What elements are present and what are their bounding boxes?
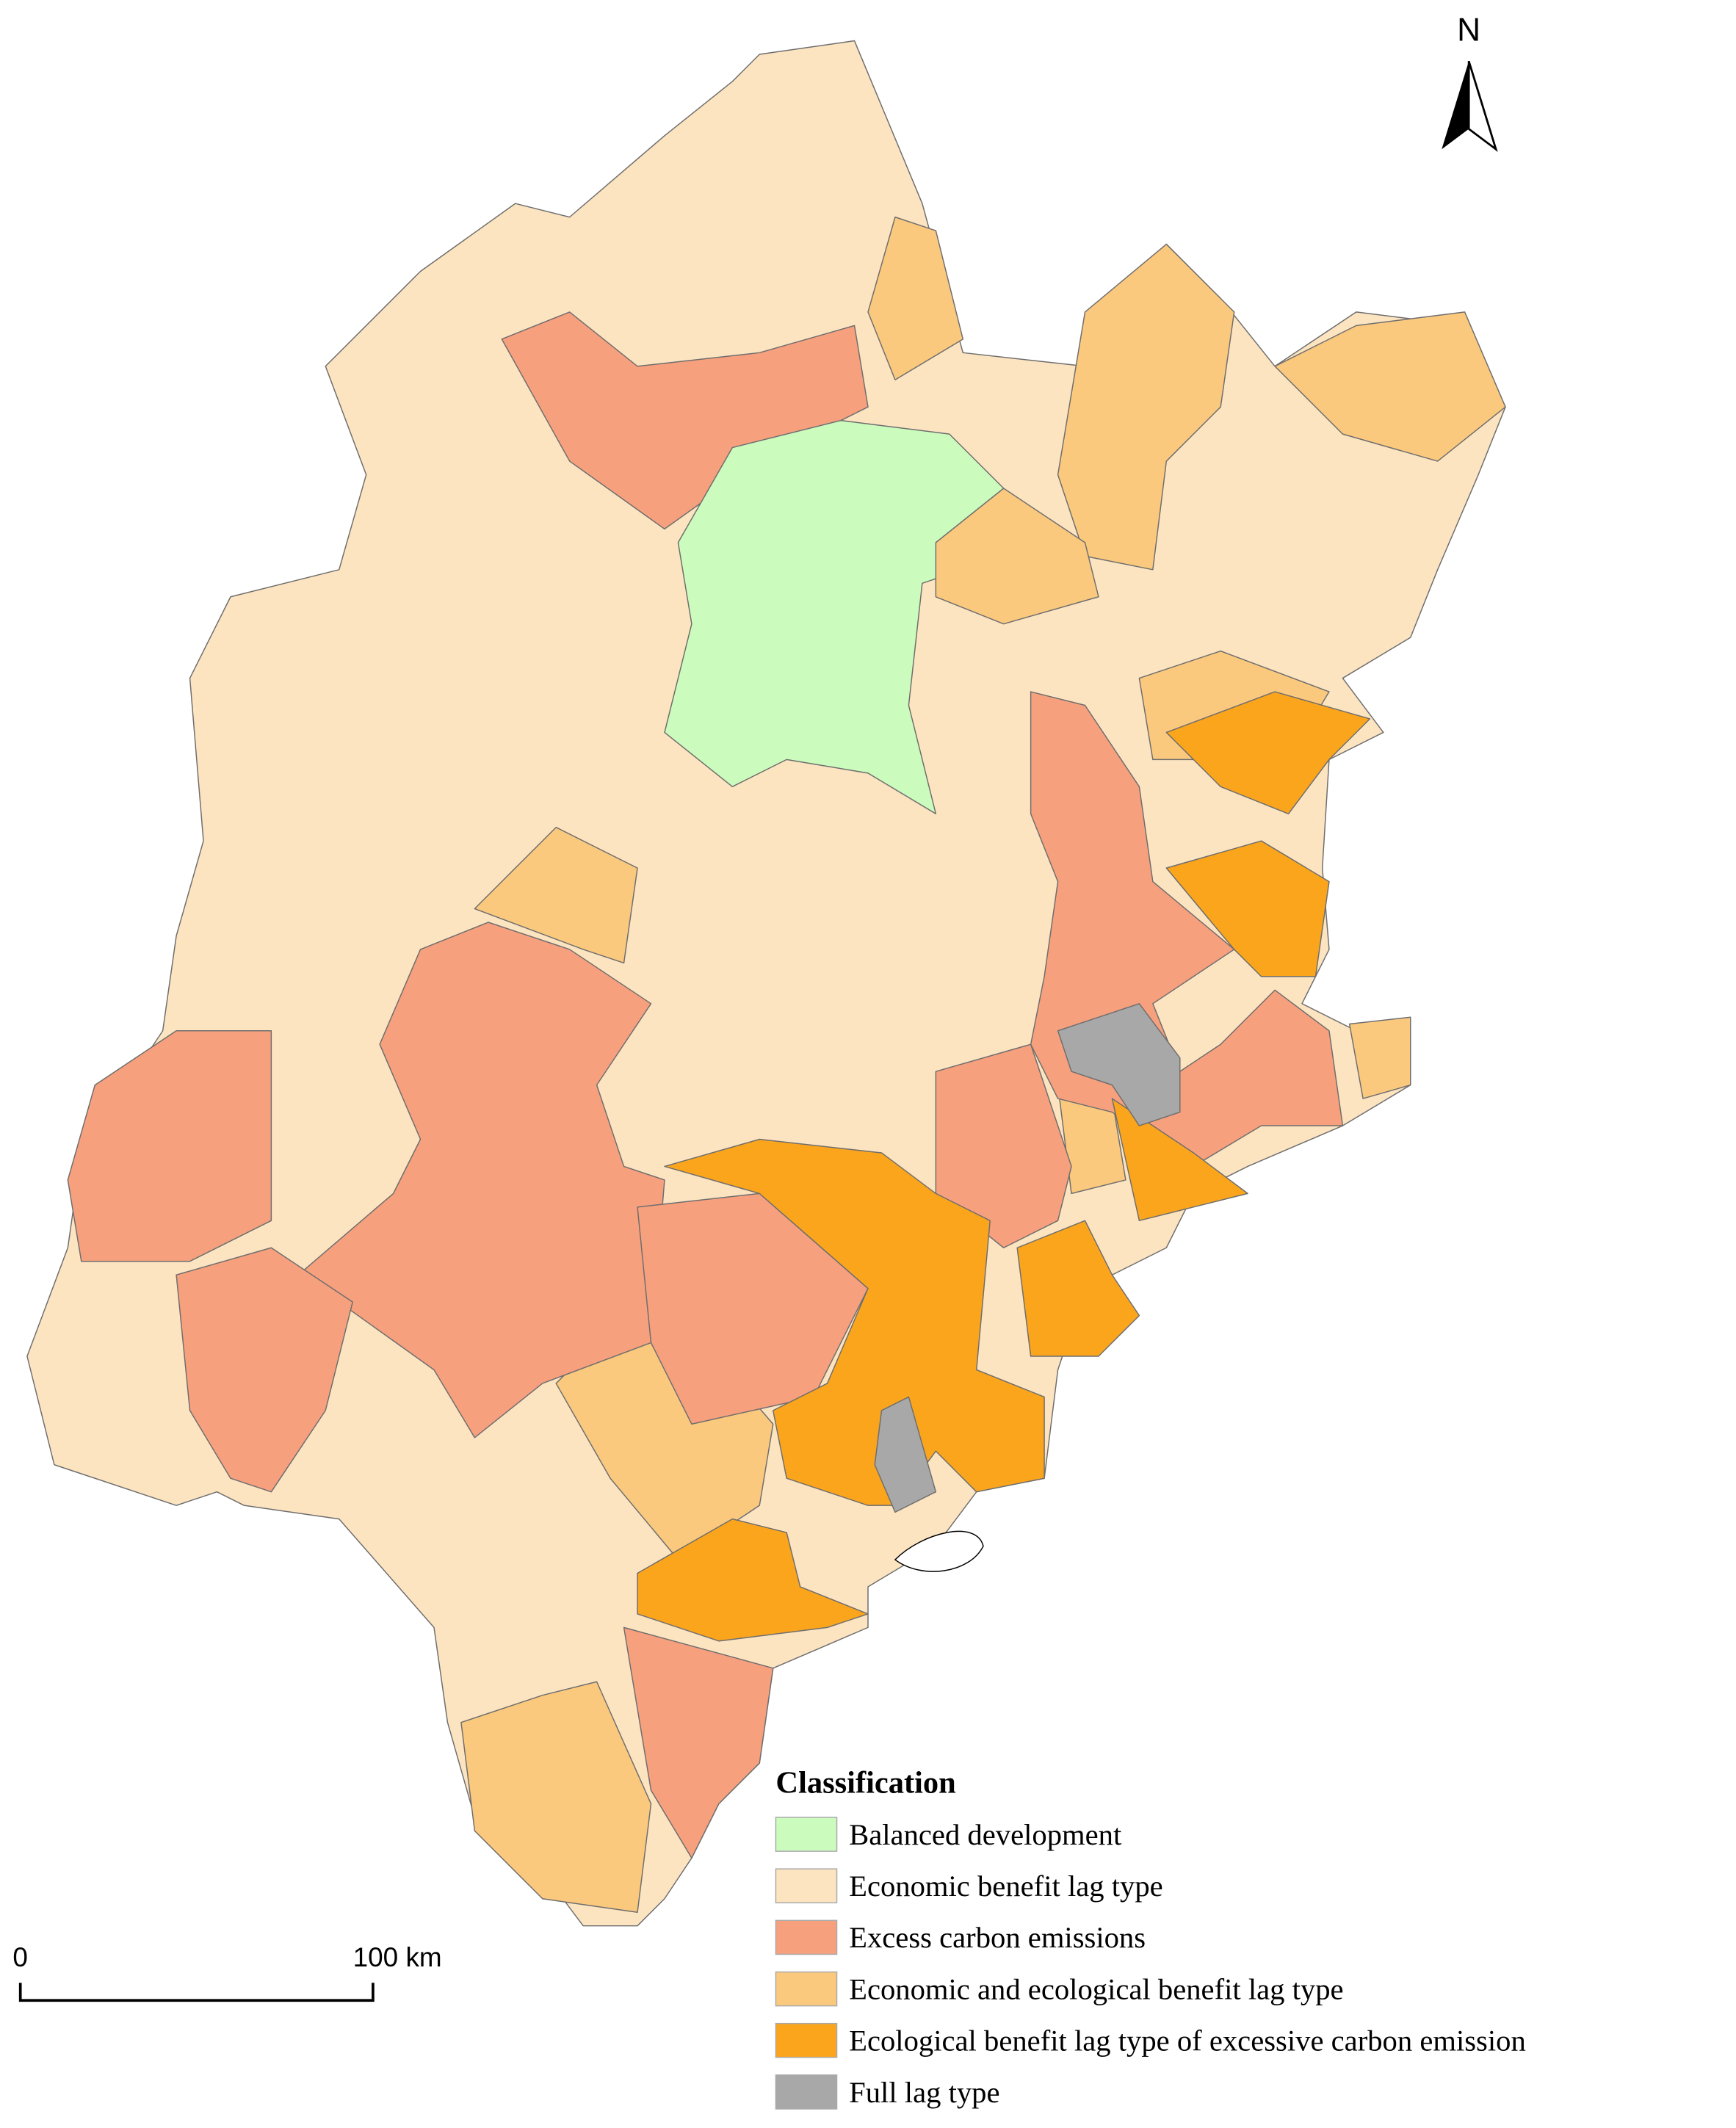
region (1111, 1098, 1248, 1222)
region (1057, 243, 1235, 571)
scale-bar: 0 100 km (12, 1942, 442, 2002)
legend-swatch (775, 1919, 838, 1955)
region (623, 1626, 774, 1859)
legend-label: Full lag type (849, 2076, 999, 2109)
region (935, 488, 1099, 625)
legend-label: Excess carbon emissions (849, 1921, 1146, 1954)
north-label: N (1457, 12, 1480, 48)
region (474, 826, 638, 964)
island (894, 1530, 984, 1572)
region (67, 1030, 272, 1262)
region (1165, 840, 1330, 977)
region (637, 1518, 869, 1642)
legend-swatch (775, 1868, 838, 1904)
legend: Classification Balanced development Econo… (775, 1766, 1526, 2110)
region (26, 40, 1506, 1927)
region (501, 311, 869, 530)
legend-swatch (775, 2074, 838, 2110)
region (664, 419, 1005, 814)
regions (26, 40, 1506, 1927)
region (460, 1681, 652, 1913)
region (1057, 1003, 1181, 1126)
arrow-left (1442, 61, 1469, 150)
legend-swatch (775, 1971, 838, 2007)
legend-label: Balanced development (849, 1818, 1122, 1851)
region (176, 1247, 353, 1493)
legend-label: Ecological benefit lag type of excessive… (849, 2024, 1526, 2058)
scale-line (18, 1983, 375, 2002)
region (1348, 1016, 1411, 1099)
legend-label: Economic and ecological benefit lag type (849, 1972, 1343, 2005)
scale-label: 100 km (353, 1942, 442, 1972)
arrow-right (1467, 60, 1498, 152)
region (1016, 1220, 1140, 1357)
legend-title: Classification (775, 1766, 955, 1801)
legend-swatch (775, 2022, 838, 2058)
region (874, 1396, 937, 1513)
region (664, 1138, 1045, 1506)
region (867, 216, 964, 380)
legend-label: Economic benefit lag type (849, 1870, 1163, 1903)
region (1165, 691, 1371, 814)
north-arrow: N (1442, 12, 1498, 152)
region (1274, 311, 1506, 462)
scale-label: 0 (12, 1942, 28, 1972)
legend-swatch (775, 1817, 838, 1852)
